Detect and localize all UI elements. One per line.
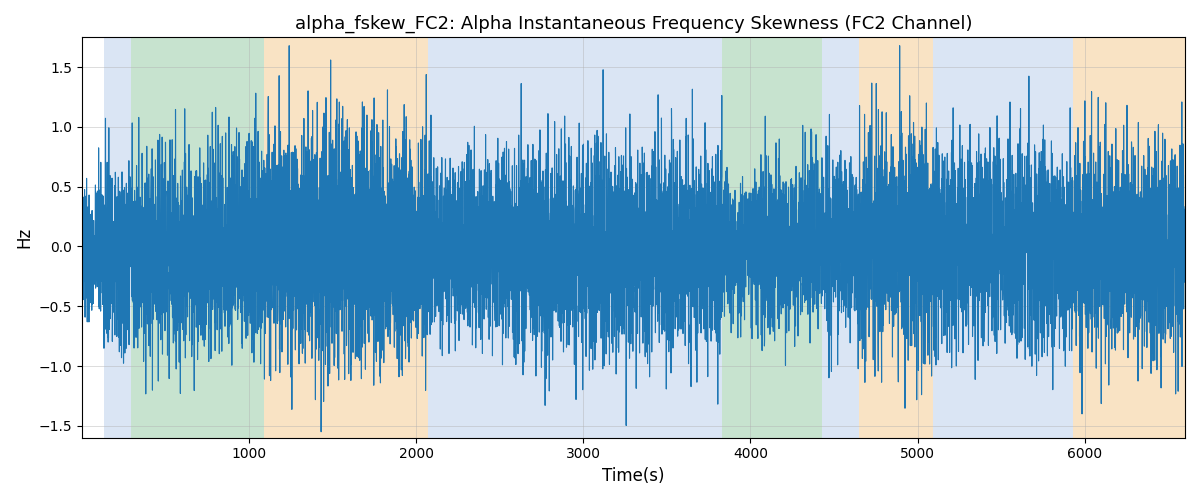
- Bar: [264, 38, 428, 438]
- Bar: [131, 38, 264, 438]
- Bar: [1073, 38, 1186, 438]
- X-axis label: Time(s): Time(s): [602, 467, 665, 485]
- Bar: [822, 38, 859, 438]
- Bar: [932, 38, 1016, 438]
- Bar: [428, 38, 722, 438]
- Bar: [103, 38, 131, 438]
- Bar: [761, 38, 822, 438]
- Bar: [1016, 38, 1073, 438]
- Y-axis label: Hz: Hz: [14, 227, 32, 248]
- Title: alpha_fskew_FC2: Alpha Instantaneous Frequency Skewness (FC2 Channel): alpha_fskew_FC2: Alpha Instantaneous Fre…: [295, 15, 972, 34]
- Bar: [722, 38, 761, 438]
- Bar: [859, 38, 932, 438]
